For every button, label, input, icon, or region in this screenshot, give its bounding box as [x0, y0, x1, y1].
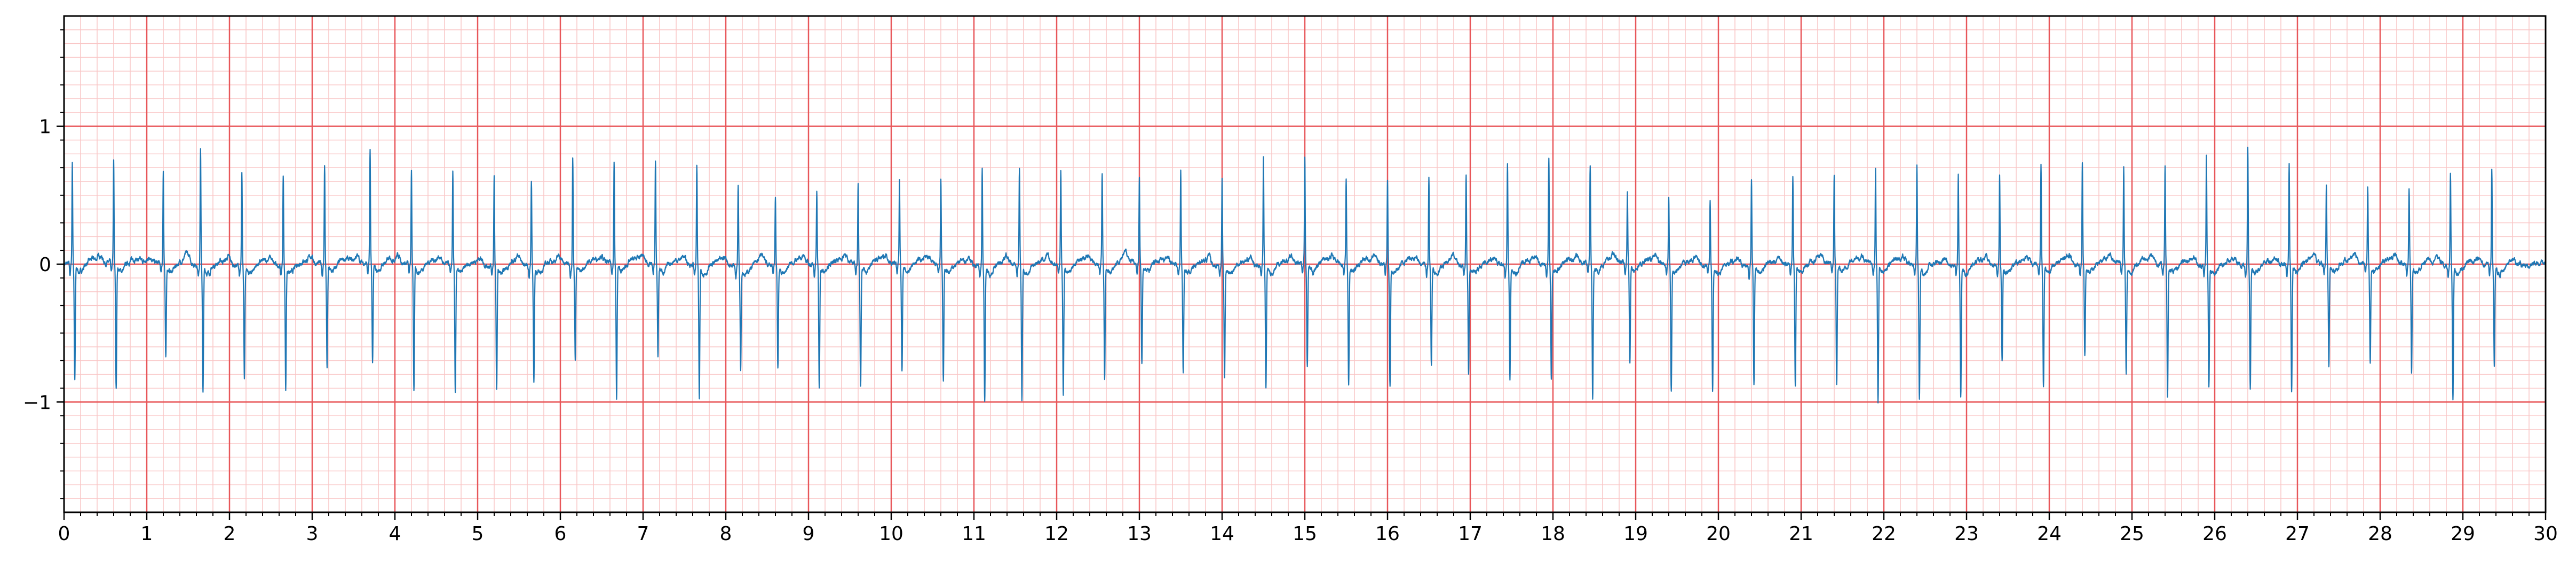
x-tick-label: 14	[1210, 523, 1234, 545]
ecg-trace-layer	[63, 146, 2546, 404]
x-tick-label: 25	[2120, 523, 2144, 545]
x-tick-label: 9	[803, 523, 815, 545]
x-tick-label: 11	[962, 523, 986, 545]
x-tick-label: 17	[1458, 523, 1483, 545]
x-tick-label: 0	[58, 523, 70, 545]
x-axis: 0 1 2 3 4 5 6 7 8 9 10 11 12 13 14 15 16 17 18 19 20 21 22 23 24…	[58, 512, 2558, 545]
x-tick-label: 2	[224, 523, 236, 545]
x-tick-label: 7	[637, 523, 649, 545]
x-tick-label: 10	[879, 523, 903, 545]
y-tick-label: 0	[39, 254, 51, 276]
x-tick-label: 29	[2451, 523, 2475, 545]
x-tick-label: 22	[1872, 523, 1896, 545]
x-tick-label: 18	[1541, 523, 1565, 545]
x-tick-label: 24	[2037, 523, 2062, 545]
y-tick-label: −1	[23, 392, 51, 414]
x-tick-label: 16	[1375, 523, 1400, 545]
major-grid	[63, 16, 2547, 512]
x-tick-label: 30	[2533, 523, 2558, 545]
x-tick-label: 26	[2202, 523, 2227, 545]
x-tick-label: 8	[720, 523, 732, 545]
x-tick-label: 21	[1789, 523, 1813, 545]
x-tick-label: 28	[2368, 523, 2392, 545]
x-tick-label: 19	[1623, 523, 1648, 545]
y-tick-label: 1	[39, 116, 51, 138]
x-tick-label: 3	[306, 523, 319, 545]
x-tick-label: 13	[1127, 523, 1152, 545]
x-tick-label: 12	[1044, 523, 1069, 545]
x-tick-label: 6	[554, 523, 567, 545]
x-tick-label: 1	[141, 523, 153, 545]
x-tick-label: 4	[389, 523, 401, 545]
x-tick-label: 5	[472, 523, 484, 545]
ecg-trace-line	[63, 146, 2546, 404]
x-tick-label: 27	[2285, 523, 2310, 545]
y-axis: −1 0 1	[23, 29, 64, 499]
x-tick-label: 15	[1293, 523, 1317, 545]
x-tick-label: 20	[1706, 523, 1731, 545]
x-tick-label: 23	[1954, 523, 1979, 545]
